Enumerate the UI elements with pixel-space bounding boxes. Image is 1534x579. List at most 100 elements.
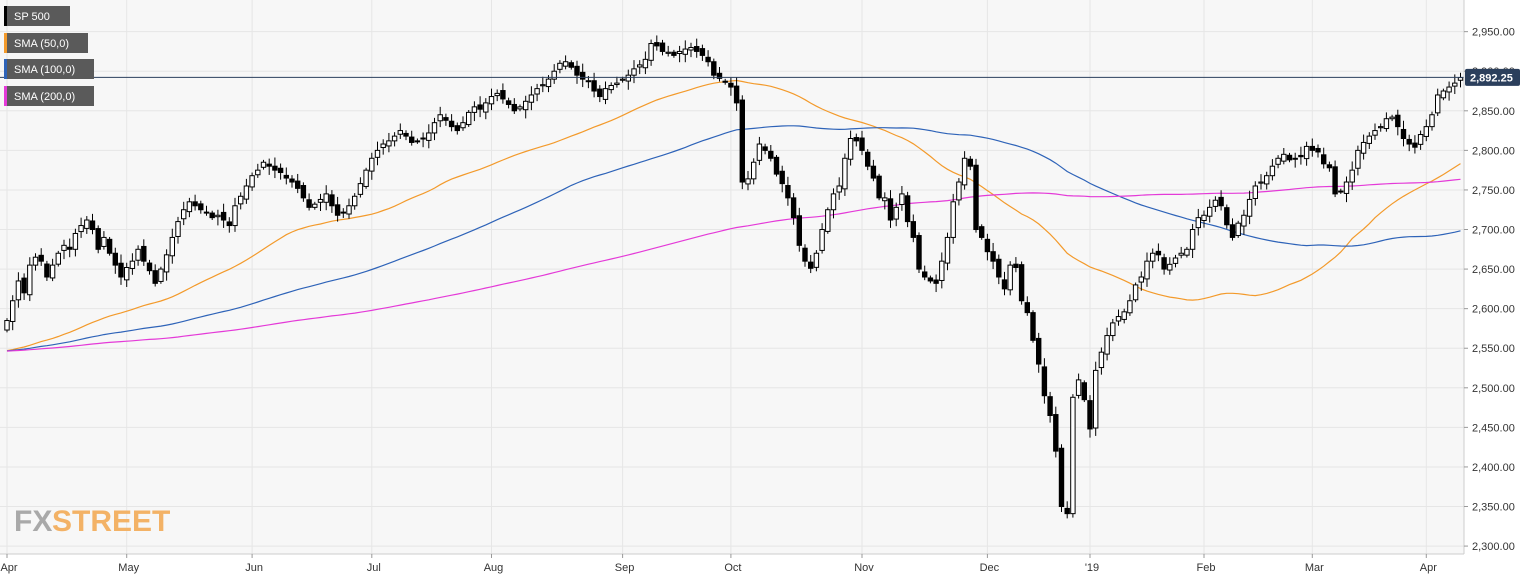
candle — [414, 138, 421, 144]
candle — [272, 157, 278, 179]
candle — [95, 225, 101, 254]
candle — [1172, 254, 1179, 268]
candle-body — [61, 244, 67, 251]
candle-body — [1298, 154, 1304, 158]
candle-body — [1349, 169, 1355, 183]
candle — [1167, 257, 1173, 275]
candle — [420, 132, 426, 148]
candle-body — [238, 195, 244, 205]
candle — [1047, 391, 1053, 423]
candle-body — [414, 140, 421, 143]
candle — [939, 252, 945, 289]
candle-body — [1121, 311, 1127, 320]
candle-body — [528, 94, 535, 103]
candle — [996, 254, 1002, 285]
legend-label: SMA (200,0) — [14, 91, 75, 103]
candle-body — [1389, 116, 1395, 120]
candle-body — [1252, 185, 1258, 199]
candle — [1189, 223, 1196, 259]
candle — [1036, 332, 1042, 373]
candle-body — [283, 174, 290, 179]
candle-body — [1241, 214, 1247, 227]
candle — [597, 85, 603, 103]
candle — [1024, 296, 1030, 316]
candle — [443, 113, 449, 126]
candle — [124, 262, 130, 287]
candle — [118, 254, 124, 285]
candle-body — [893, 206, 899, 220]
candle — [990, 242, 996, 270]
candle-body — [796, 215, 802, 246]
candle-body — [694, 46, 700, 52]
candle — [773, 154, 780, 177]
candle-body — [819, 229, 825, 251]
candle — [78, 217, 84, 238]
candle-body — [728, 82, 734, 88]
candle — [779, 165, 785, 193]
candle-body — [55, 252, 61, 265]
candle — [61, 239, 67, 260]
candle — [585, 75, 592, 89]
candle-body — [648, 43, 654, 61]
candle — [1446, 81, 1452, 101]
candle — [574, 60, 580, 84]
candle-body — [551, 70, 557, 80]
candle-body — [460, 122, 466, 129]
y-tick-label: 2,400.00 — [1472, 462, 1515, 474]
candle-body — [1406, 138, 1412, 145]
candle — [21, 273, 27, 300]
candle — [67, 238, 73, 258]
candle-body — [802, 247, 808, 262]
candle-body — [181, 209, 187, 220]
candle-body — [158, 268, 164, 282]
candle-body — [1264, 175, 1270, 185]
y-axis: 2,950.002,900.002,850.002,800.002,750.00… — [1464, 27, 1515, 553]
candle — [1201, 210, 1207, 228]
candle-body — [1098, 351, 1105, 369]
candle-body — [380, 143, 386, 149]
candle-body — [847, 138, 854, 160]
candle — [175, 216, 181, 244]
candle-body — [483, 102, 489, 113]
candle — [146, 259, 153, 275]
candle-body — [1167, 263, 1173, 271]
candle-body — [374, 149, 381, 158]
candle — [614, 76, 620, 88]
candle — [1281, 147, 1287, 165]
candle-body — [836, 185, 842, 193]
candles — [4, 35, 1464, 519]
candle — [477, 96, 483, 118]
candle — [961, 151, 968, 190]
y-tick-label: 2,450.00 — [1472, 422, 1515, 434]
candle-body — [614, 82, 620, 86]
candle-body — [711, 61, 717, 76]
candle-body — [922, 271, 928, 278]
x-tick-label: Nov — [854, 562, 874, 574]
candle-body — [106, 238, 113, 254]
candle-body — [1412, 142, 1418, 148]
candle-body — [813, 252, 820, 268]
candle — [1343, 176, 1350, 203]
candle — [466, 110, 472, 127]
candle-body — [602, 88, 609, 100]
candle — [158, 266, 164, 284]
candle — [922, 265, 928, 281]
candle — [283, 167, 290, 185]
candle-body — [1395, 114, 1401, 128]
candle-body — [859, 137, 865, 151]
candle-body — [910, 221, 916, 238]
candle — [369, 152, 375, 180]
x-tick-label: '19 — [1085, 562, 1099, 574]
candle — [266, 158, 272, 175]
candle-body — [1457, 77, 1464, 81]
candle-body — [215, 214, 221, 218]
candle — [460, 116, 466, 131]
candle-body — [637, 64, 643, 68]
candle-body — [243, 185, 250, 200]
candle — [1184, 246, 1190, 258]
candle — [1013, 257, 1019, 273]
candle-body — [454, 125, 461, 132]
candle — [631, 60, 637, 84]
candle — [1355, 145, 1361, 176]
legend-item-sma100: SMA (100,0) — [4, 59, 94, 79]
